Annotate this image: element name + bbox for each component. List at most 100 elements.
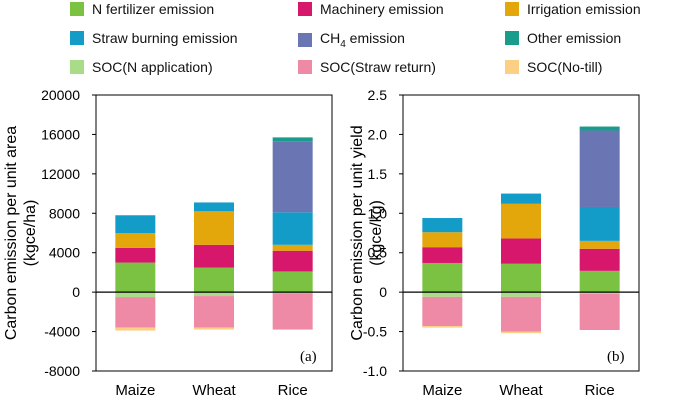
bar-segment	[115, 215, 156, 233]
plot-frame	[402, 94, 640, 372]
bar-segment	[501, 296, 541, 332]
bar-segment	[272, 141, 313, 213]
legend-swatch	[70, 60, 84, 74]
legend-label: SOC(Straw return)	[320, 59, 436, 75]
panel-label: (a)	[300, 349, 317, 365]
y-tick-label: -1.0	[363, 363, 387, 379]
y-tick-label: 12000	[41, 166, 80, 182]
x-tick-label: Rice	[278, 382, 308, 399]
legend-label: Straw burning emission	[92, 30, 238, 46]
x-tick-label: Maize	[422, 382, 462, 399]
y-axis-title: Carbon emission per unit area	[3, 126, 20, 340]
bar-segment	[579, 240, 620, 249]
legend-swatch	[505, 60, 519, 74]
bar-segment	[422, 296, 463, 327]
legend-item: Irrigation emission	[505, 1, 641, 17]
legend-item: CH4 emission	[298, 30, 405, 50]
y-axis-unit: (kgce/kg)	[368, 200, 385, 266]
bar-segment	[579, 293, 620, 330]
legend-label: SOC(No-till)	[527, 59, 603, 75]
bar-segment	[422, 232, 463, 248]
legend-item: SOC(Straw return)	[298, 59, 436, 75]
bar-segment	[272, 212, 313, 245]
legend: N fertilizer emission Machinery emission I…	[0, 0, 675, 80]
bar-segment	[579, 248, 620, 271]
legend-item: Straw burning emission	[70, 30, 238, 46]
bar-segment	[272, 271, 313, 293]
legend-swatch	[70, 2, 84, 16]
bar-segment	[501, 203, 541, 239]
bar-segment	[422, 292, 463, 297]
bar-segment	[272, 293, 313, 330]
y-tick-label: 1.0	[368, 205, 388, 221]
x-tick-label: Wheat	[499, 382, 543, 399]
y-tick-label: -4000	[44, 324, 80, 340]
bar-segment	[115, 247, 156, 263]
bar-segment	[194, 292, 234, 297]
x-tick-label: Maize	[115, 382, 155, 399]
legend-label: CH4 emission	[320, 30, 405, 50]
bar-segment	[272, 137, 313, 142]
bar-segment	[194, 327, 234, 330]
y-tick-label: 0	[72, 284, 80, 300]
legend-item: SOC(No-till)	[505, 59, 602, 75]
legend-label: N fertilizer emission	[92, 1, 215, 17]
legend-item: N fertilizer emission	[70, 1, 214, 17]
bar-segment	[272, 244, 313, 251]
bar-segment	[501, 193, 541, 204]
y-axis-unit: (kgce/ha)	[22, 200, 39, 267]
legend-swatch	[298, 32, 312, 47]
bar-segment	[115, 297, 156, 328]
bar-segment	[422, 326, 463, 328]
y-tick-label: 20000	[41, 87, 80, 103]
panel-label: (b)	[607, 349, 625, 365]
bar-segment	[579, 206, 620, 241]
legend-swatch	[70, 31, 84, 45]
bar-segment	[579, 270, 620, 293]
bar-segment	[579, 292, 620, 294]
bar-segment	[422, 218, 463, 233]
legend-item: Other emission	[505, 30, 621, 46]
bar-segment	[115, 292, 156, 298]
bar-segment	[194, 244, 234, 268]
bar-segment	[194, 202, 234, 212]
bar-segment	[194, 211, 234, 245]
legend-label: SOC(N application)	[92, 59, 213, 75]
legend-label: Other emission	[527, 30, 622, 46]
bar-segment	[422, 247, 463, 263]
y-axis-title: Carbon emission per unit yield	[349, 125, 366, 340]
bar-segment	[501, 263, 541, 293]
legend-item: SOC(N application)	[70, 59, 213, 75]
legend-label: Machinery emission	[320, 1, 444, 17]
y-tick-label: 0.5	[368, 245, 388, 261]
bar-segment	[115, 233, 156, 248]
legend-swatch	[505, 31, 519, 45]
y-tick-label: 4000	[49, 245, 80, 261]
bar-segment	[422, 262, 463, 293]
plot-frame	[95, 94, 333, 372]
y-tick-label: 16000	[41, 126, 80, 142]
y-tick-label: -8000	[44, 363, 80, 379]
y-tick-label: 1.5	[368, 166, 388, 182]
bar-segment	[579, 130, 620, 207]
bar-segment	[272, 250, 313, 272]
bar-segment	[194, 296, 234, 328]
y-tick-label: -0.5	[363, 324, 387, 340]
bar-segment	[501, 238, 541, 264]
y-tick-label: 8000	[49, 205, 80, 221]
legend-item: Machinery emission	[298, 1, 444, 17]
legend-label: Irrigation emission	[527, 1, 641, 17]
legend-swatch	[505, 2, 519, 16]
bar-segment	[194, 267, 234, 293]
bar-segment	[501, 292, 541, 297]
x-tick-label: Wheat	[192, 382, 236, 399]
legend-swatch	[298, 60, 312, 74]
y-tick-label: 2.0	[368, 126, 388, 142]
bar-segment	[115, 262, 156, 293]
y-tick-label: 0	[379, 284, 387, 300]
legend-swatch	[298, 2, 312, 16]
bar-segment	[579, 126, 620, 131]
y-tick-label: 2.5	[368, 87, 388, 103]
bar-segment	[501, 331, 541, 334]
